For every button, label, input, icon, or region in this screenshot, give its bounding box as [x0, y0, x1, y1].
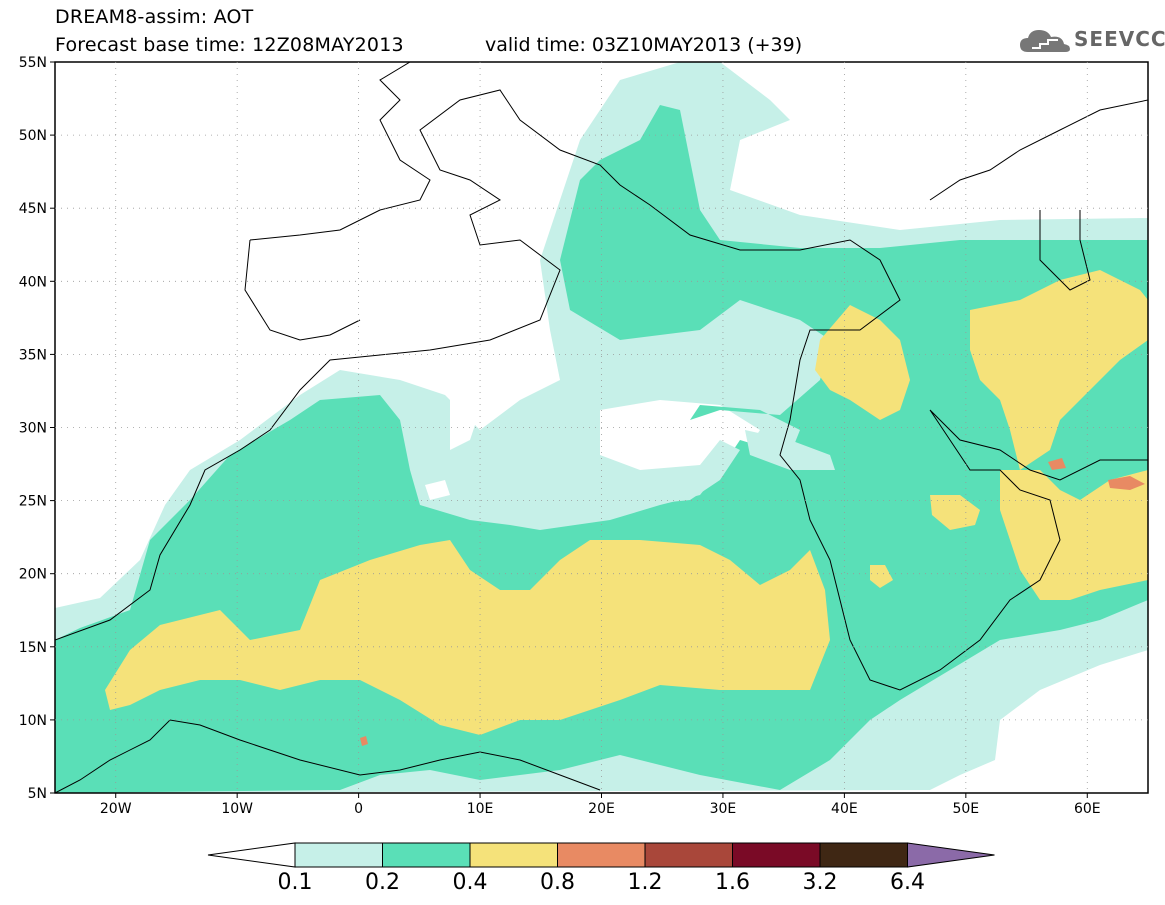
lat-tick-label: 25N: [19, 494, 47, 510]
lat-tick-label: 20N: [19, 567, 47, 583]
colorbar-label: 1.2: [627, 870, 663, 895]
lon-tick-label: 40E: [831, 801, 858, 817]
lat-tick-label: 30N: [19, 421, 47, 437]
lat-tick-label: 40N: [19, 274, 47, 290]
colorbar-swatch: [644, 842, 733, 868]
longitude-axis: 20W 10W 0 10E 20E 30E 40E 50E 60E: [100, 793, 1101, 817]
lat-tick-label: 50N: [19, 128, 47, 144]
lon-tick-label: 30E: [710, 801, 737, 817]
colorbar-label: 3.2: [802, 870, 838, 895]
lon-tick-label: 60E: [1074, 801, 1101, 817]
graticule: [55, 62, 1148, 793]
colorbar-max-arrow: [907, 842, 995, 868]
valid-time: valid time: 03Z10MAY2013 (+39): [485, 34, 803, 56]
colorbar-label: 0.2: [365, 870, 400, 895]
colorbar-swatch: [732, 842, 821, 868]
lon-tick-label: 50E: [952, 801, 979, 817]
lon-tick-label: 20E: [588, 801, 615, 817]
seevccc-logo: SEEVCCC: [1018, 24, 1165, 56]
colorbar-swatch: [469, 842, 558, 868]
lon-tick-label: 20W: [100, 801, 132, 817]
colorbar-label: 0.8: [540, 870, 575, 895]
colorbar-label: 1.6: [715, 870, 750, 895]
lat-tick-label: 10N: [19, 713, 47, 729]
lat-tick-label: 55N: [19, 55, 47, 71]
colorbar-swatch: [557, 842, 646, 868]
colorbar: [207, 842, 995, 868]
cloud-icon: [1020, 30, 1070, 52]
colorbar-swatch: [382, 842, 471, 868]
lon-tick-label: 10W: [221, 801, 253, 817]
lat-tick-label: 45N: [19, 201, 47, 217]
colorbar-swatch: [819, 842, 908, 868]
colorbar-label: 0.4: [452, 870, 488, 895]
colorbar-swatch: [294, 842, 383, 868]
lat-tick-label: 15N: [19, 640, 47, 656]
latitude-axis: 55N 50N 45N 40N 35N 30N 25N 20N 15N 10N 5N: [19, 55, 55, 802]
lat-tick-label: 5N: [28, 786, 47, 802]
aot-contour-0.8: [1048, 458, 1066, 470]
lon-tick-label: 10E: [467, 801, 494, 817]
aot-contour-0.4: [105, 540, 830, 735]
colorbar-label: 6.4: [890, 870, 925, 895]
colorbar-min-arrow: [207, 842, 296, 868]
map-title: DREAM8-assim: AOT: [55, 6, 254, 28]
logo-text: SEEVCCC: [1074, 27, 1165, 51]
lon-tick-label: 0: [354, 801, 363, 817]
forecast-base-time: Forecast base time: 12Z08MAY2013: [55, 34, 404, 56]
lat-tick-label: 35N: [19, 347, 47, 363]
colorbar-label: 0.1: [277, 870, 313, 895]
